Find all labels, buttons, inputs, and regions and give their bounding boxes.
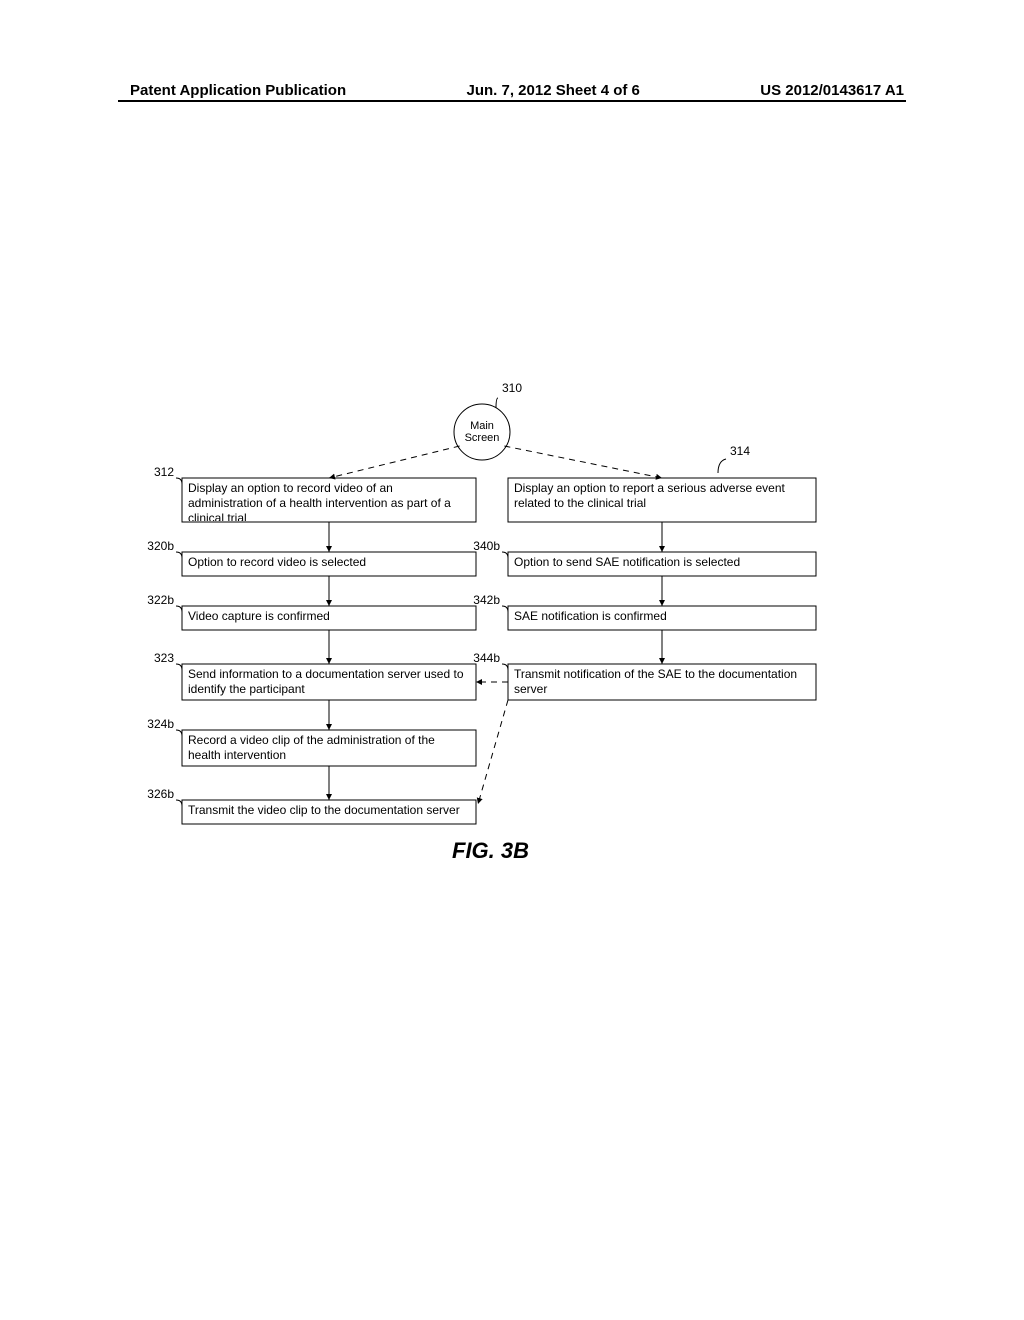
svg-text:312: 312	[154, 465, 174, 479]
svg-text:340b: 340b	[473, 539, 500, 553]
svg-text:320b: 320b	[147, 539, 174, 553]
svg-text:342b: 342b	[473, 593, 500, 607]
page: Patent Application Publication Jun. 7, 2…	[0, 0, 1024, 1320]
svg-text:326b: 326b	[147, 787, 174, 801]
svg-text:324b: 324b	[147, 717, 174, 731]
svg-text:314: 314	[730, 444, 750, 458]
svg-text:MainScreen: MainScreen	[465, 420, 500, 444]
flowchart-svg: MainScreen310Display an option to record…	[0, 0, 1024, 1320]
figure-label: FIG. 3B	[452, 838, 529, 864]
svg-text:344b: 344b	[473, 651, 500, 665]
svg-text:310: 310	[502, 381, 522, 395]
svg-text:323: 323	[154, 651, 174, 665]
svg-text:322b: 322b	[147, 593, 174, 607]
